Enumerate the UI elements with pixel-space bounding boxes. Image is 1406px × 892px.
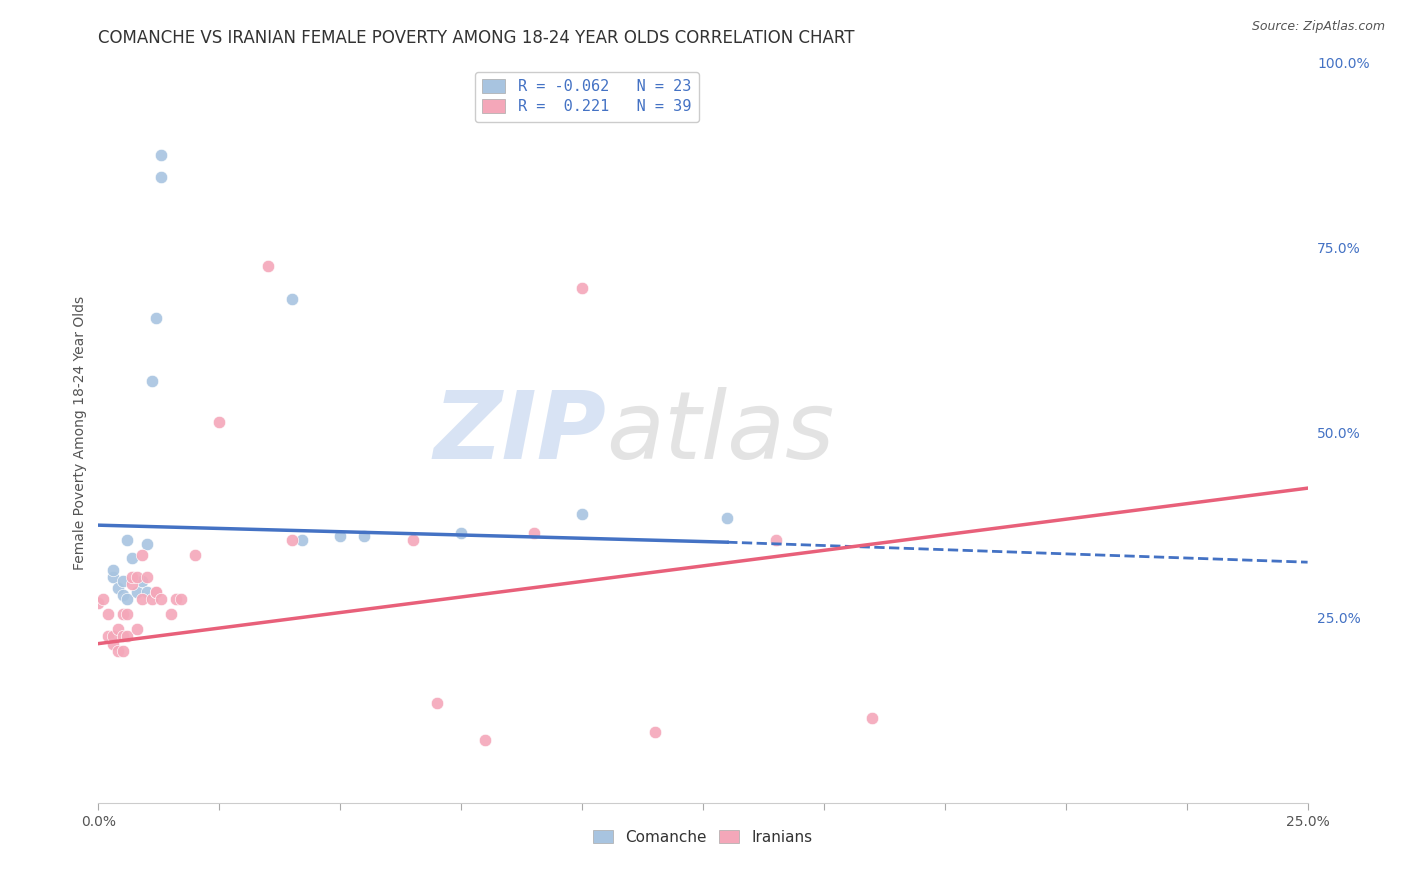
Point (141, 592, 163, 607)
Point (141, 374, 163, 388)
Point (571, 281, 593, 295)
Text: atlas: atlas (606, 387, 835, 478)
Point (426, 696, 449, 710)
Point (765, 533, 787, 547)
Point (150, 148, 173, 162)
Point (353, 529, 375, 543)
Point (150, 592, 173, 607)
Point (145, 584, 167, 599)
Point (450, 525, 472, 540)
Point (117, 592, 139, 607)
Point (111, 629, 134, 643)
Point (97, 607, 120, 621)
Point (111, 574, 134, 588)
Point (111, 644, 134, 658)
Point (117, 607, 139, 621)
Point (290, 533, 312, 547)
Point (135, 536, 157, 550)
Point (111, 589, 134, 603)
Point (208, 415, 231, 429)
Point (107, 622, 129, 636)
Point (87, 596, 110, 610)
Point (101, 563, 124, 577)
Point (160, 607, 183, 621)
Point (101, 570, 124, 584)
Point (145, 310, 167, 325)
Point (644, 725, 666, 739)
Point (127, 584, 149, 599)
Point (101, 637, 124, 651)
Point (281, 293, 304, 307)
Point (169, 592, 191, 607)
Point (117, 629, 139, 643)
Point (716, 510, 738, 524)
Legend: Comanche, Iranians: Comanche, Iranians (588, 823, 818, 851)
Point (860, 711, 883, 725)
Point (107, 581, 129, 595)
Point (135, 570, 157, 584)
Text: Source: ZipAtlas.com: Source: ZipAtlas.com (1251, 20, 1385, 33)
Point (571, 507, 593, 521)
Point (111, 607, 134, 621)
Point (121, 551, 143, 566)
Point (127, 622, 149, 636)
Point (91, 592, 114, 607)
Point (121, 570, 143, 584)
Point (184, 548, 207, 562)
Point (474, 732, 496, 747)
Point (97, 629, 120, 643)
Point (135, 584, 157, 599)
Point (165, 592, 187, 607)
Text: ZIP: ZIP (433, 386, 606, 479)
Text: COMANCHE VS IRANIAN FEMALE POVERTY AMONG 18-24 YEAR OLDS CORRELATION CHART: COMANCHE VS IRANIAN FEMALE POVERTY AMONG… (98, 29, 855, 47)
Point (121, 577, 143, 591)
Point (101, 629, 124, 643)
Point (107, 644, 129, 658)
Point (402, 533, 425, 547)
Point (131, 592, 153, 607)
Point (523, 525, 546, 540)
Point (281, 533, 304, 547)
Point (329, 529, 352, 543)
Point (127, 570, 149, 584)
Point (117, 533, 139, 547)
Y-axis label: Female Poverty Among 18-24 Year Olds: Female Poverty Among 18-24 Year Olds (73, 295, 87, 570)
Point (256, 259, 278, 273)
Point (145, 584, 167, 599)
Point (150, 170, 173, 185)
Point (131, 548, 153, 562)
Point (131, 574, 153, 588)
